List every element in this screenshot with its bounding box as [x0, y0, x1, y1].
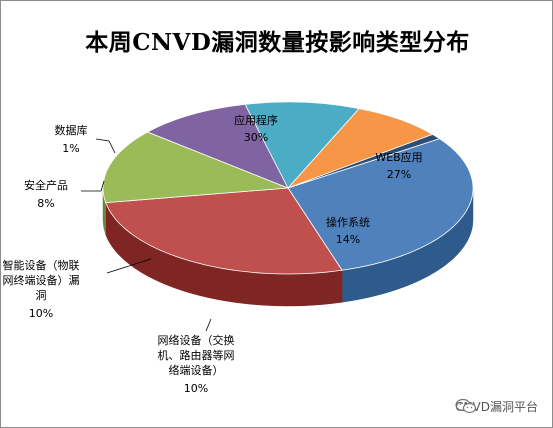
slice-label-3-line-2: 络端设备）	[169, 363, 224, 377]
watermark-text: CNVD漏洞平台	[455, 400, 538, 414]
slice-value-3: 10%	[184, 382, 208, 395]
slice-label-2: 操作系统	[326, 215, 370, 229]
leader-line-4	[106, 258, 152, 274]
pie-slice-6	[287, 133, 441, 189]
slice-label-3-line-1: 机、路由器等网	[158, 348, 235, 362]
pie-slice-2	[102, 131, 289, 204]
slice-value-6: 1%	[62, 142, 79, 155]
leader-line-3	[205, 318, 212, 332]
slice-label-5: 安全产品	[24, 178, 68, 192]
pie-slice-4	[244, 101, 360, 189]
leader-line-5	[81, 180, 105, 192]
slice-label-4-line-2: 洞	[36, 289, 47, 302]
slice-label-0: 应用程序	[234, 113, 278, 127]
pie-slice-0	[287, 138, 474, 271]
slice-value-0: 30%	[244, 131, 268, 144]
slice-label-3: 网络设备（交换	[158, 333, 235, 347]
slice-label-4: 智能设备（物联	[3, 258, 80, 272]
pie-slice-3	[146, 103, 289, 189]
watermark: CNVD漏洞平台	[455, 398, 538, 415]
slice-label-6: 数据库	[55, 123, 88, 137]
slice-value-1: 27%	[387, 168, 411, 181]
chart-title: 本周CNVD漏洞数量按影响类型分布	[85, 29, 470, 56]
slice-value-4: 10%	[29, 307, 53, 320]
pie-slice-5	[287, 108, 434, 189]
slice-label-1: WEB应用	[375, 150, 422, 164]
slice-value-5: 8%	[37, 197, 54, 210]
slice-label-4-line-1: 网终端设备）漏	[3, 273, 80, 287]
slice-value-2: 14%	[336, 233, 360, 246]
pie-slice-1	[105, 187, 343, 275]
leader-line-6	[95, 138, 116, 154]
wechat-icon	[455, 398, 477, 414]
